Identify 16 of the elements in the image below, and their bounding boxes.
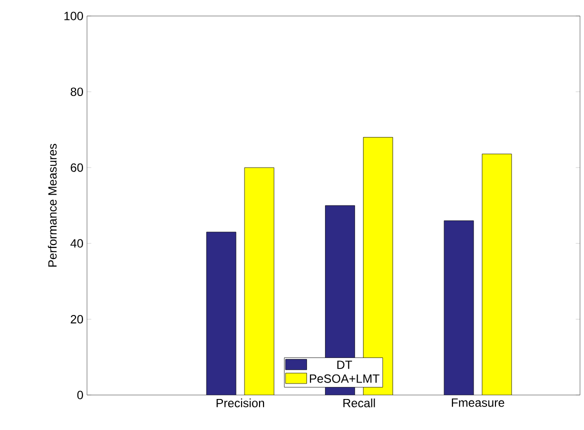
x-tick-label: Recall	[343, 398, 375, 408]
legend-label: PeSOA+LMT	[310, 374, 380, 383]
x-tick-label: Precision	[216, 398, 264, 408]
y-tick-label: 20	[70, 314, 84, 324]
y-tick-label: 0	[77, 390, 84, 400]
y-tick-label: 100	[64, 12, 84, 20]
series-label: DT	[337, 360, 352, 369]
bar	[444, 220, 474, 395]
x-tick-label: Fmeasure	[452, 398, 504, 407]
y-tick-label: 40	[70, 239, 84, 248]
bar	[482, 154, 512, 395]
y-tick-label: 80	[70, 88, 84, 96]
bar	[244, 167, 274, 395]
y-tick-label: 60	[70, 163, 84, 172]
bar	[206, 232, 236, 395]
y-axis-title: Performance Measures	[48, 144, 57, 267]
